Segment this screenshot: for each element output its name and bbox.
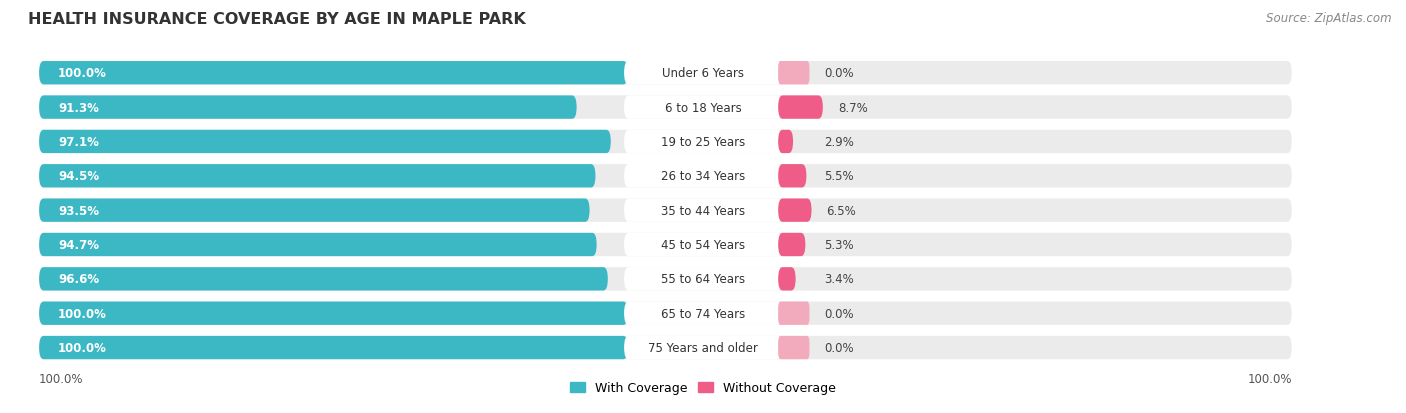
FancyBboxPatch shape (39, 268, 1292, 291)
Text: 5.5%: 5.5% (824, 170, 853, 183)
Text: 19 to 25 Years: 19 to 25 Years (661, 135, 745, 149)
Text: 0.0%: 0.0% (824, 307, 853, 320)
Text: 100.0%: 100.0% (1247, 372, 1292, 385)
Text: 35 to 44 Years: 35 to 44 Years (661, 204, 745, 217)
FancyBboxPatch shape (39, 165, 1292, 188)
Text: 6.5%: 6.5% (827, 204, 856, 217)
FancyBboxPatch shape (39, 96, 576, 119)
FancyBboxPatch shape (778, 96, 823, 119)
Text: 0.0%: 0.0% (824, 341, 853, 354)
FancyBboxPatch shape (39, 302, 1292, 325)
FancyBboxPatch shape (39, 302, 628, 325)
Text: HEALTH INSURANCE COVERAGE BY AGE IN MAPLE PARK: HEALTH INSURANCE COVERAGE BY AGE IN MAPL… (28, 12, 526, 27)
FancyBboxPatch shape (39, 268, 607, 291)
FancyBboxPatch shape (39, 336, 628, 359)
FancyBboxPatch shape (624, 62, 782, 85)
Text: 5.3%: 5.3% (824, 238, 853, 252)
Text: 2.9%: 2.9% (824, 135, 855, 149)
Text: 100.0%: 100.0% (39, 372, 83, 385)
FancyBboxPatch shape (778, 165, 807, 188)
Text: 94.7%: 94.7% (58, 238, 98, 252)
FancyBboxPatch shape (39, 199, 1292, 222)
FancyBboxPatch shape (624, 96, 782, 119)
Text: 45 to 54 Years: 45 to 54 Years (661, 238, 745, 252)
FancyBboxPatch shape (624, 199, 782, 222)
Text: 100.0%: 100.0% (58, 341, 107, 354)
Text: 65 to 74 Years: 65 to 74 Years (661, 307, 745, 320)
FancyBboxPatch shape (39, 96, 1292, 119)
Text: 0.0%: 0.0% (824, 67, 853, 80)
FancyBboxPatch shape (624, 165, 782, 188)
FancyBboxPatch shape (39, 336, 1292, 359)
Text: 91.3%: 91.3% (58, 101, 98, 114)
FancyBboxPatch shape (778, 131, 793, 154)
FancyBboxPatch shape (778, 62, 810, 85)
FancyBboxPatch shape (778, 199, 811, 222)
Text: Under 6 Years: Under 6 Years (662, 67, 744, 80)
Text: 3.4%: 3.4% (824, 273, 855, 286)
FancyBboxPatch shape (778, 302, 810, 325)
FancyBboxPatch shape (39, 165, 596, 188)
FancyBboxPatch shape (778, 268, 796, 291)
FancyBboxPatch shape (39, 131, 1292, 154)
Text: 26 to 34 Years: 26 to 34 Years (661, 170, 745, 183)
FancyBboxPatch shape (624, 233, 782, 256)
Text: Source: ZipAtlas.com: Source: ZipAtlas.com (1267, 12, 1392, 25)
Text: 8.7%: 8.7% (838, 101, 868, 114)
Text: 100.0%: 100.0% (58, 307, 107, 320)
Legend: With Coverage, Without Coverage: With Coverage, Without Coverage (571, 382, 835, 394)
Text: 93.5%: 93.5% (58, 204, 98, 217)
FancyBboxPatch shape (39, 233, 596, 256)
Text: 6 to 18 Years: 6 to 18 Years (665, 101, 741, 114)
FancyBboxPatch shape (778, 233, 806, 256)
FancyBboxPatch shape (39, 233, 1292, 256)
FancyBboxPatch shape (39, 199, 589, 222)
Text: 75 Years and older: 75 Years and older (648, 341, 758, 354)
FancyBboxPatch shape (39, 62, 628, 85)
FancyBboxPatch shape (624, 302, 782, 325)
FancyBboxPatch shape (624, 268, 782, 291)
Text: 97.1%: 97.1% (58, 135, 98, 149)
FancyBboxPatch shape (624, 131, 782, 154)
FancyBboxPatch shape (624, 336, 782, 359)
Text: 96.6%: 96.6% (58, 273, 98, 286)
FancyBboxPatch shape (39, 62, 1292, 85)
FancyBboxPatch shape (39, 131, 610, 154)
FancyBboxPatch shape (778, 336, 810, 359)
Text: 94.5%: 94.5% (58, 170, 98, 183)
Text: 55 to 64 Years: 55 to 64 Years (661, 273, 745, 286)
Text: 100.0%: 100.0% (58, 67, 107, 80)
